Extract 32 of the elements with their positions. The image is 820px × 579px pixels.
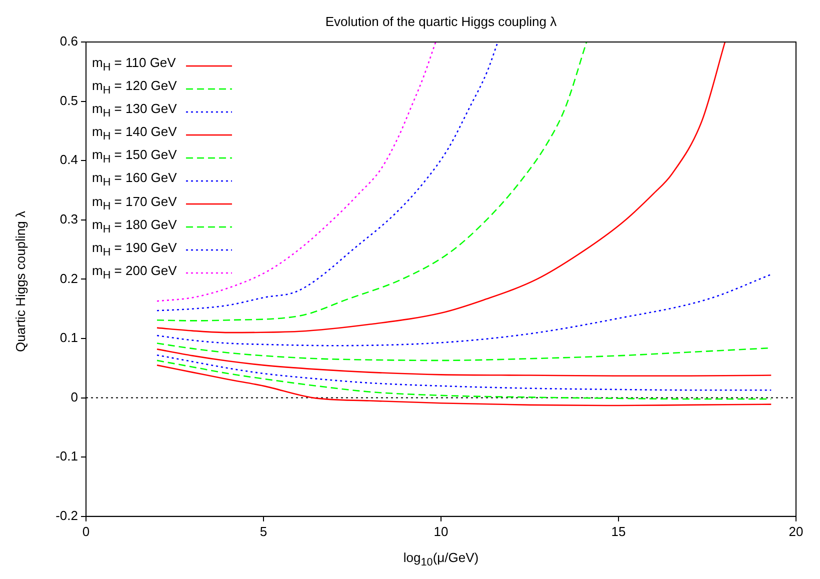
x-tick-label: 20 <box>788 524 804 539</box>
legend-label: m$_{H}$ = 140 GeV <box>92 123 178 145</box>
y-tick-label: 0.2 <box>60 270 78 286</box>
y-tick-label: -0.1 <box>56 448 78 464</box>
legend-label: m$_{H}$ = 120 GeV <box>92 77 178 99</box>
y-tick-label: 0.4 <box>60 152 78 168</box>
x-tick-label: 5 <box>260 524 268 539</box>
x-tick-label: 10 <box>434 524 448 539</box>
line-series <box>156 354 772 391</box>
y-tick-label: 0 <box>70 389 78 404</box>
line-series <box>156 360 772 400</box>
legend-label: m$_{H}$ = 180 GeV <box>92 216 178 238</box>
x-axis-title: log$_{10}$(μ/GeV) <box>402 550 480 569</box>
chart-title: Evolution of the quartic Higgs coupling λ <box>324 14 558 29</box>
y-tick-label: 0.5 <box>60 92 78 108</box>
y-tick-label: 0.1 <box>60 330 78 346</box>
legend-label: m$_{H}$ = 200 GeV <box>92 262 178 284</box>
legend-label: m$_{H}$ = 130 GeV <box>92 100 178 122</box>
legend-label: m$_{H}$ = 150 GeV <box>92 146 178 168</box>
y-tick-label: 0.3 <box>60 211 78 226</box>
legend-label: m$_{H}$ = 170 GeV <box>92 192 178 214</box>
line-series <box>156 364 772 406</box>
legend-label: m$_{H}$ = 190 GeV <box>92 238 178 260</box>
legend-label: m$_{H}$ = 160 GeV <box>92 169 178 192</box>
line-series <box>156 348 772 377</box>
line-series <box>156 274 772 346</box>
legend-label: m$_{H}$ = 110 GeV <box>92 54 177 76</box>
y-tick-label: 0.6 <box>60 34 78 49</box>
x-tick-label: 15 <box>611 524 626 539</box>
y-tick-label: -0.2 <box>56 508 78 523</box>
x-tick-label: 0 <box>82 524 90 539</box>
y-axis-title: Quartic Higgs coupling λ <box>12 211 28 352</box>
